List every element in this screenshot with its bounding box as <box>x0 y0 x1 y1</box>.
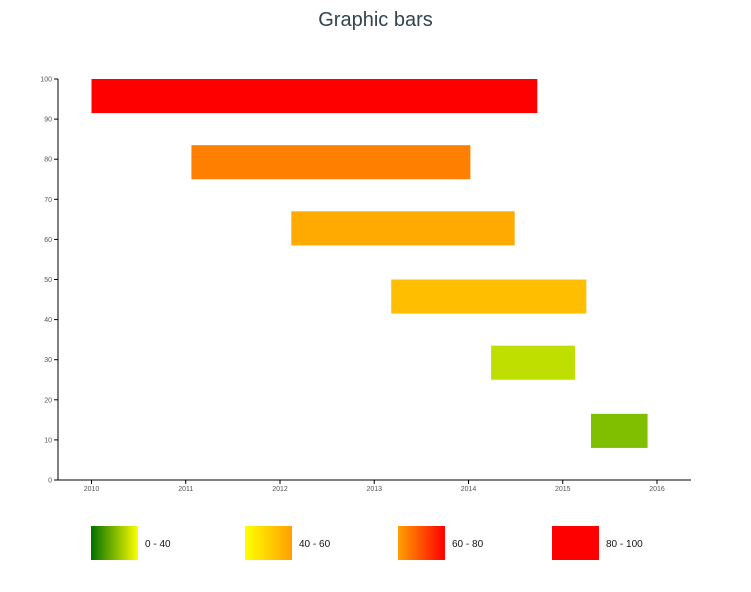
x-tick-label-4: 2014 <box>461 486 477 493</box>
bar-1 <box>191 145 471 180</box>
y-tick-label-7: 70 <box>44 197 52 204</box>
y-tick-label-4: 40 <box>44 317 52 324</box>
bar-3 <box>391 279 587 314</box>
x-tick-label-3: 2013 <box>366 486 382 493</box>
legend-label-2: 60 - 80 <box>452 539 484 550</box>
legend-swatch-1 <box>245 526 292 560</box>
legend-label-0: 0 - 40 <box>145 539 171 550</box>
y-tick-label-10: 100 <box>40 77 52 84</box>
x-tick-label-6: 2016 <box>649 486 665 493</box>
bar-0 <box>91 79 538 114</box>
bar-5 <box>591 413 648 448</box>
y-tick-label-0: 0 <box>48 478 52 485</box>
legend: 0 - 40 40 - 60 60 - 80 80 - 100 <box>91 526 643 560</box>
x-tick-label-0: 2010 <box>84 486 100 493</box>
legend-swatch-2 <box>398 526 445 560</box>
y-tick-label-3: 30 <box>44 357 52 364</box>
chart-title: Graphic bars <box>318 9 433 31</box>
bars-layer <box>91 79 648 448</box>
legend-label-3: 80 - 100 <box>606 539 643 550</box>
y-tick-label-9: 90 <box>44 117 52 124</box>
y-tick-label-2: 20 <box>44 397 52 404</box>
x-tick-label-1: 2011 <box>178 486 193 493</box>
x-tick-label-2: 2012 <box>272 486 288 493</box>
bar-4 <box>491 345 576 380</box>
legend-swatch-3 <box>552 526 599 560</box>
legend-swatch-0 <box>91 526 138 560</box>
bar-2 <box>291 211 515 246</box>
y-tick-label-5: 50 <box>44 277 52 284</box>
x-tick-label-5: 2015 <box>555 486 571 493</box>
y-tick-label-1: 10 <box>44 437 52 444</box>
y-tick-label-6: 60 <box>44 237 52 244</box>
legend-label-1: 40 - 60 <box>299 539 331 550</box>
y-tick-label-8: 80 <box>44 157 52 164</box>
axes: 0 10 20 30 40 50 60 70 80 90 100 2010 2011 2012 2013 20… <box>40 77 691 493</box>
